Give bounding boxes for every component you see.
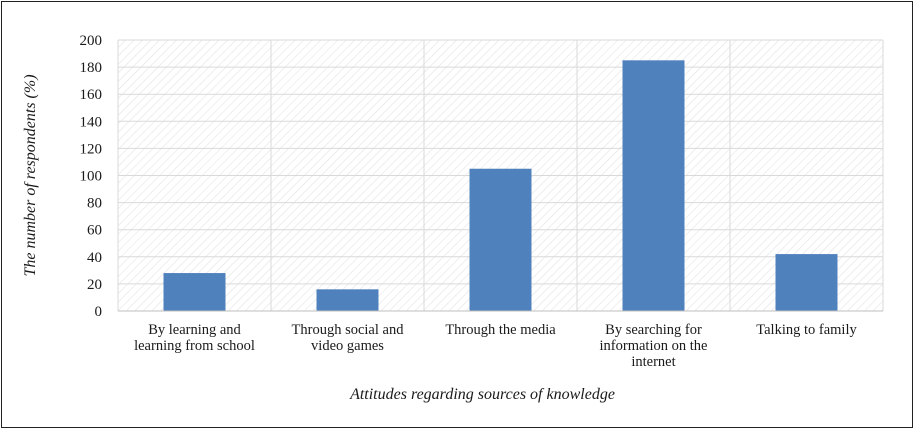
y-tick-label: 160: [80, 87, 103, 103]
bar: [316, 289, 379, 311]
bar: [622, 60, 685, 312]
y-tick-label: 180: [80, 60, 103, 76]
x-category-label: Talking to family: [756, 322, 857, 338]
x-category-label: Through the media: [445, 322, 556, 338]
x-axis-title: Attitudes regarding sources of knowledge: [349, 386, 615, 403]
bar: [775, 254, 838, 311]
x-category-label: Through social and video games: [292, 322, 405, 354]
x-category-labels: By learning and learning from school Throu…: [134, 322, 857, 370]
x-category-label: By searching for information on the intern…: [600, 322, 708, 370]
y-tick-label: 20: [87, 277, 102, 293]
y-axis-title: The number of respondents (%): [22, 74, 39, 276]
y-tick-label: 140: [80, 114, 103, 130]
y-tick-labels: 0 20 40 60 80 100 120 140 160 180 200: [80, 33, 103, 320]
y-tick-label: 120: [80, 141, 103, 157]
y-tick-label: 60: [87, 223, 102, 239]
y-tick-label: 200: [80, 33, 103, 49]
bars: [163, 60, 838, 312]
y-tick-label: 0: [95, 304, 103, 320]
y-tick-label: 40: [87, 250, 102, 266]
y-tick-label: 100: [80, 169, 103, 185]
x-category-label: By learning and learning from school: [134, 322, 255, 354]
y-tick-label: 80: [87, 196, 102, 212]
bar: [163, 273, 226, 311]
bar: [469, 168, 532, 311]
